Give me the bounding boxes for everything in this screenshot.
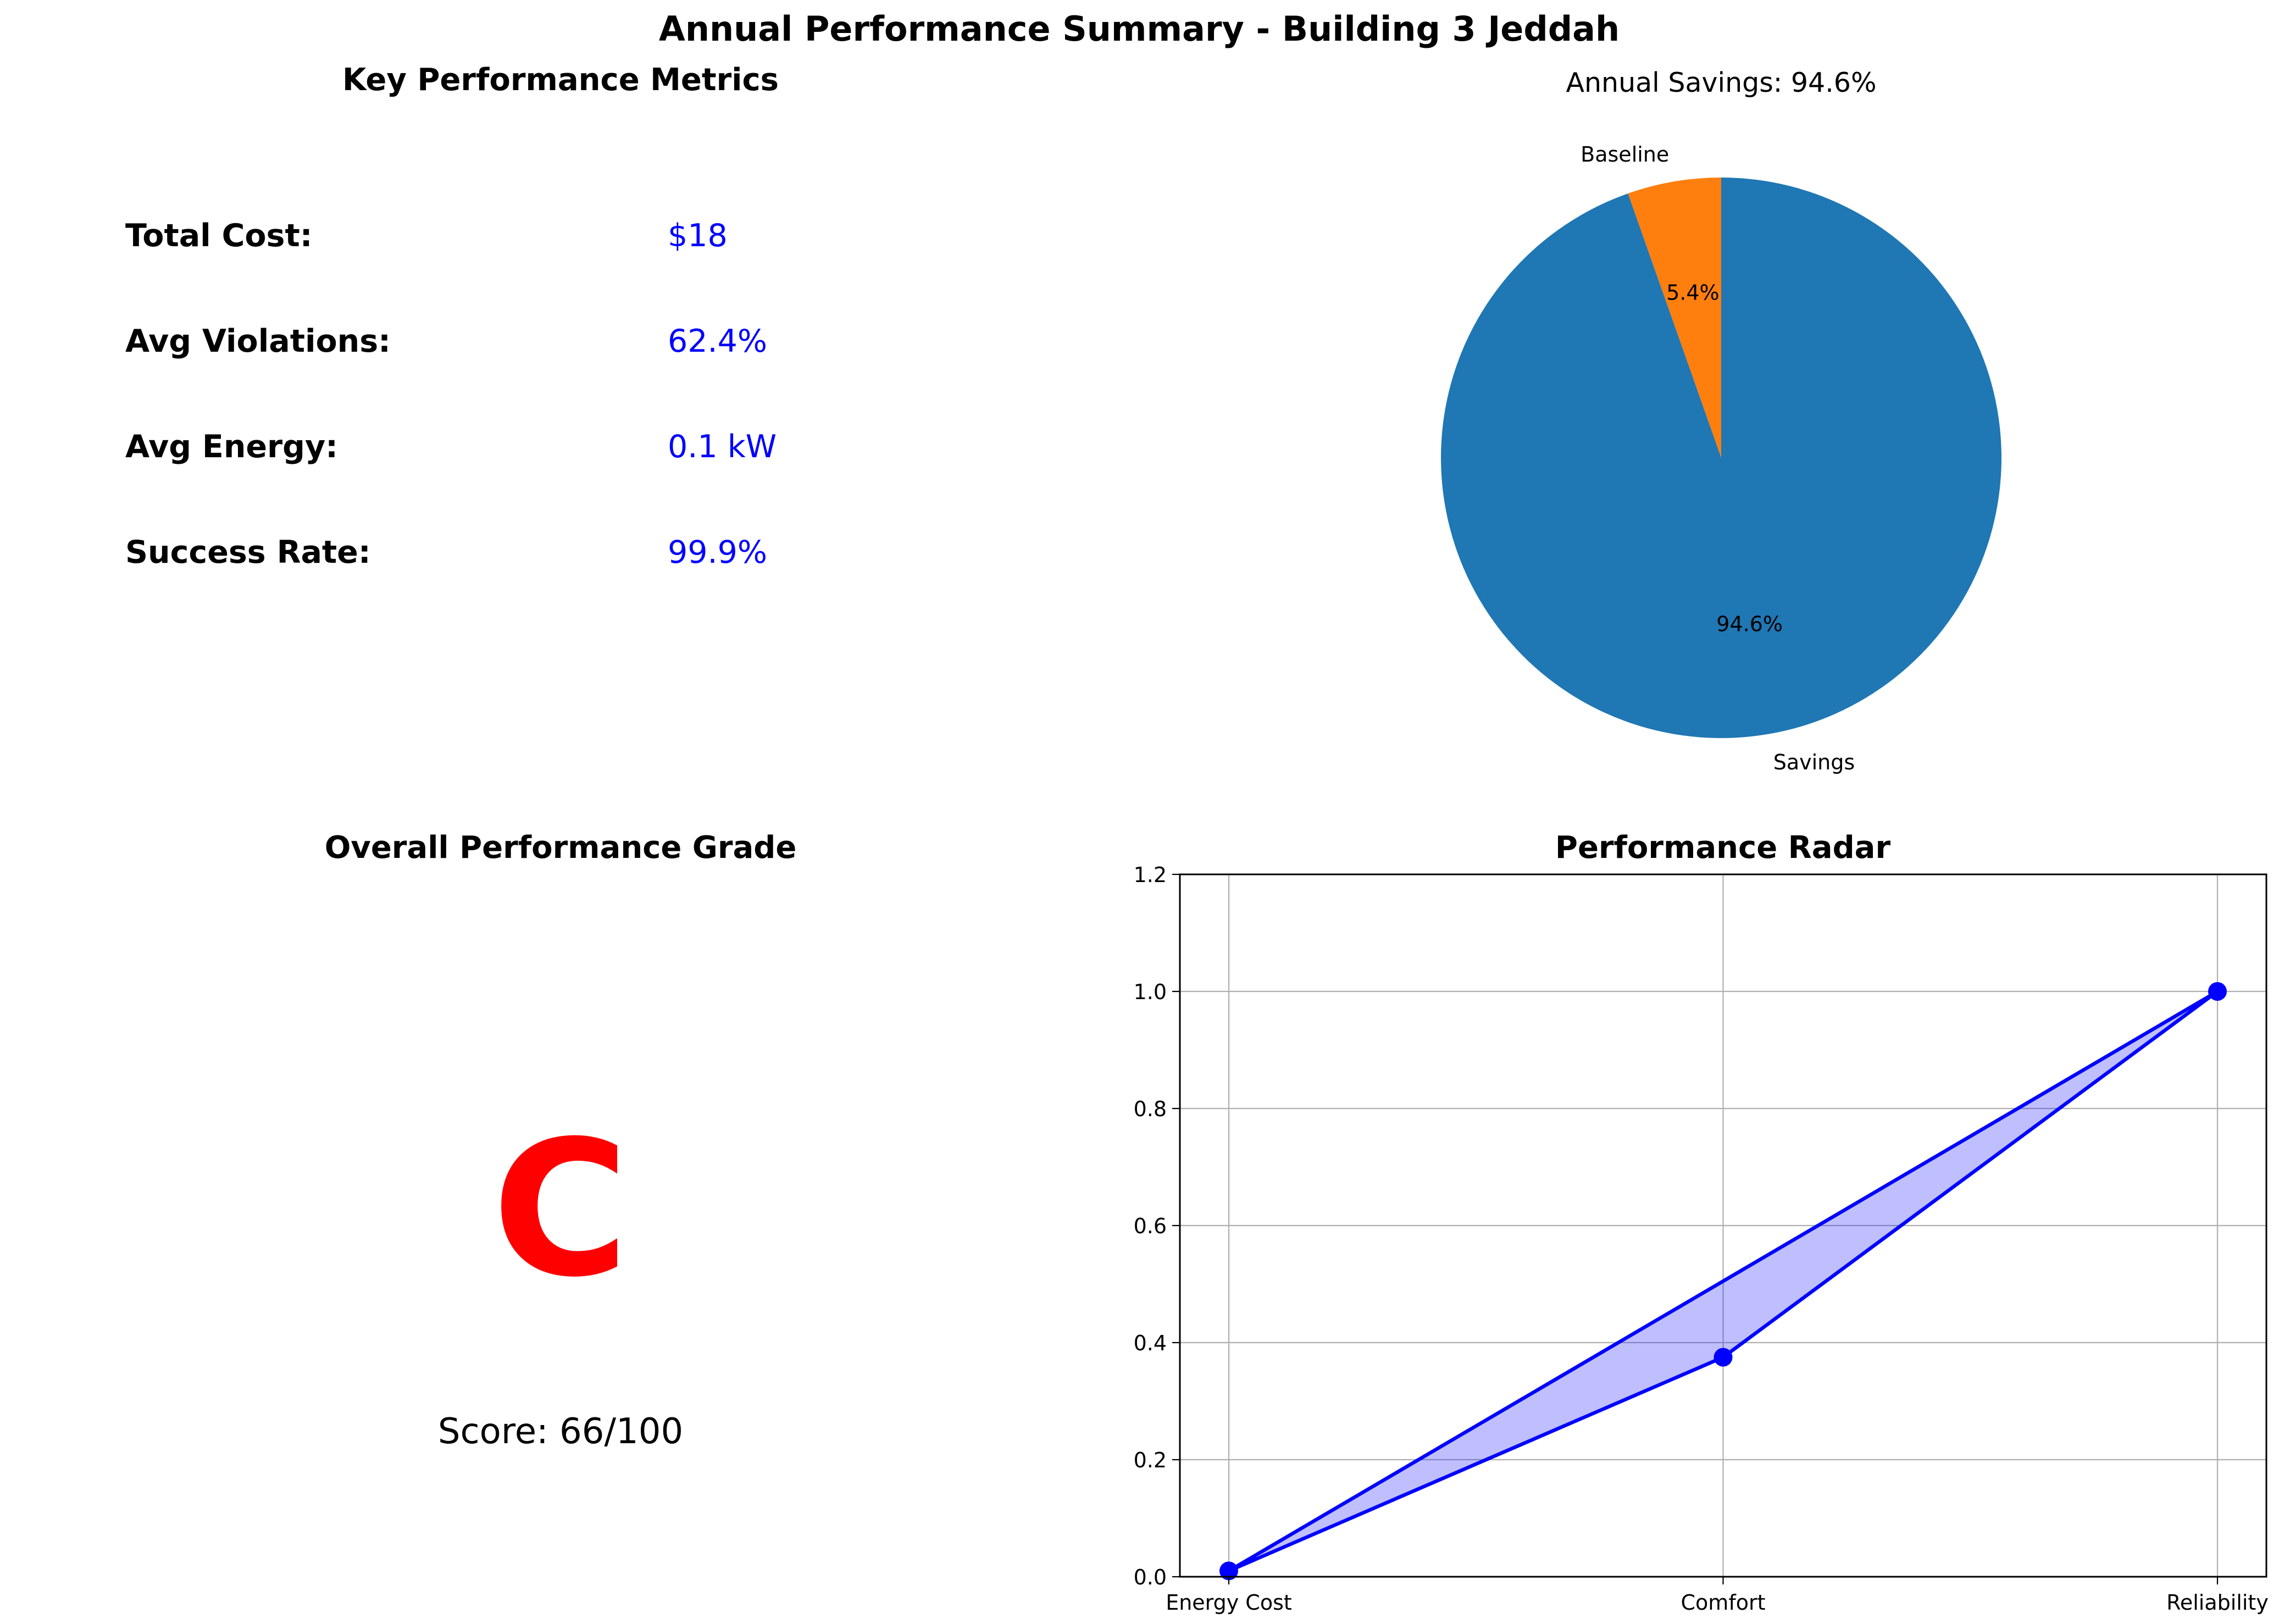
metric-label-avg-energy: Avg Energy: bbox=[125, 429, 338, 465]
radar-ytick-label: 0.8 bbox=[1134, 1097, 1167, 1121]
metric-label-total-cost: Total Cost: bbox=[125, 218, 313, 254]
metric-label-success-rate: Success Rate: bbox=[125, 534, 371, 570]
grade-panel: Overall Performance Grade C Score: 66/10… bbox=[325, 830, 797, 1452]
radar-xtick-label-energy-cost: Energy Cost bbox=[1166, 1590, 1292, 1615]
radar-chart: Performance Radar 0.0 0.2 0.4 0.6 0.8 1.0 1.2 E… bbox=[1134, 830, 2269, 1615]
radar-grid bbox=[1180, 874, 2266, 1577]
pie-label-savings: Savings bbox=[1773, 750, 1855, 774]
metric-label-avg-violations: Avg Violations: bbox=[125, 323, 391, 359]
radar-ticks: 0.0 0.2 0.4 0.6 0.8 1.0 1.2 Energy Cost Comfort R… bbox=[1134, 863, 2269, 1615]
metrics-panel: Key Performance Metrics Total Cost: $18 … bbox=[125, 62, 779, 570]
metric-value-avg-energy: 0.1 kW bbox=[668, 429, 777, 465]
radar-ytick-label: 0.0 bbox=[1134, 1565, 1167, 1589]
pie-chart: Annual Savings: 94.6% Baseline 5.4% Saving… bbox=[1441, 67, 2001, 774]
metric-value-avg-violations: 62.4% bbox=[668, 323, 767, 359]
figure-title: Annual Performance Summary - Building 3 … bbox=[659, 9, 1620, 49]
radar-xtick-label-comfort: Comfort bbox=[1681, 1590, 1766, 1615]
radar-ytick-label: 0.2 bbox=[1134, 1448, 1167, 1472]
radar-point-comfort bbox=[1714, 1348, 1733, 1367]
pie-label-baseline: Baseline bbox=[1581, 142, 1669, 167]
pie-title: Annual Savings: 94.6% bbox=[1566, 67, 1876, 98]
pie-pct-savings: 94.6% bbox=[1716, 612, 1783, 636]
radar-ytick-label: 1.2 bbox=[1134, 863, 1167, 887]
radar-title: Performance Radar bbox=[1555, 830, 1891, 866]
metric-value-success-rate: 99.9% bbox=[668, 534, 767, 570]
radar-ytick-label: 0.6 bbox=[1134, 1214, 1167, 1238]
grade-letter: C bbox=[492, 1101, 629, 1318]
radar-xtick-label-reliability: Reliability bbox=[2166, 1590, 2269, 1615]
metrics-title: Key Performance Metrics bbox=[342, 62, 779, 98]
pie-pct-baseline: 5.4% bbox=[1666, 280, 1720, 304]
radar-point-reliability bbox=[2208, 982, 2227, 1001]
radar-ytick-label: 1.0 bbox=[1134, 980, 1167, 1004]
pie-slices bbox=[1441, 178, 2001, 738]
radar-ytick-label: 0.4 bbox=[1134, 1331, 1167, 1355]
pie-slice-savings bbox=[1441, 178, 2001, 738]
grade-score: Score: 66/100 bbox=[438, 1411, 683, 1452]
grade-title: Overall Performance Grade bbox=[325, 830, 797, 866]
metric-value-total-cost: $18 bbox=[668, 218, 728, 254]
